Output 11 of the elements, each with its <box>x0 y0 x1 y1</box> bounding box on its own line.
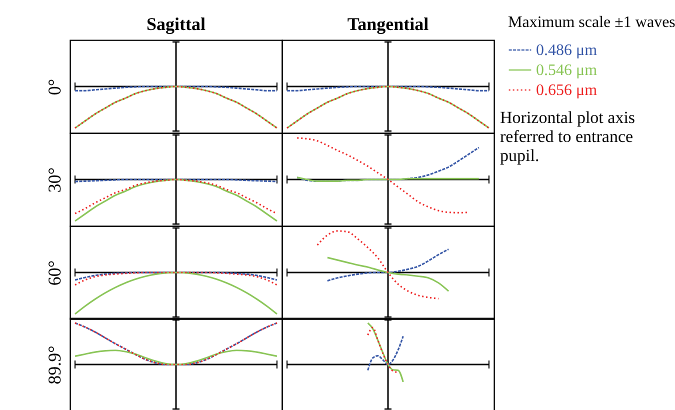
legend-label: 0.486 μm <box>536 42 598 59</box>
y-axis-title: 0° <box>44 78 64 96</box>
y-axis-title: 89.9° <box>44 346 64 384</box>
legend-label: 0.656 μm <box>536 82 598 99</box>
y-axis-title: 60° <box>44 260 64 286</box>
text: Horizontal plot axis referred to entrance pupil. <box>500 108 636 165</box>
chart-title: Sagittal <box>146 14 206 34</box>
legend-title: Maximum scale ±1 waves <box>508 14 675 31</box>
chart-title: Tangential <box>347 14 429 34</box>
legend-label: 0.546 μm <box>536 62 598 79</box>
y-axis-title: 30° <box>44 167 64 193</box>
